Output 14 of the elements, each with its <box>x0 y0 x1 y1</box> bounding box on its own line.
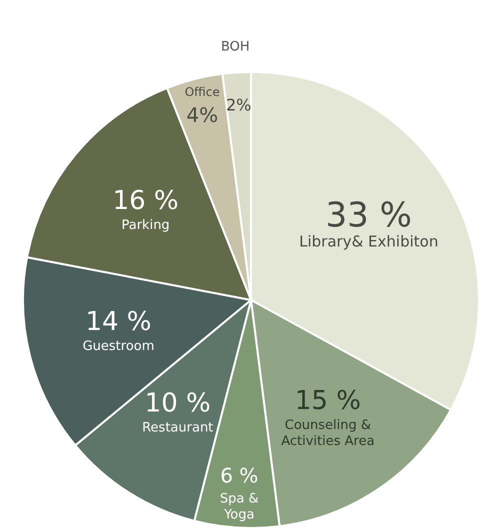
slice-label: Counseling & Activities Area <box>281 418 375 450</box>
data-label: 14 % <box>85 307 152 338</box>
slice-label: Restaurant <box>142 420 214 436</box>
slice-label: BOH <box>220 39 250 54</box>
data-label: 2% <box>226 95 252 114</box>
slice-label: Guestroom <box>82 339 154 354</box>
data-label: 10 % <box>144 388 211 419</box>
slice-label: Spa & Yoga <box>220 492 259 523</box>
data-label: 4% <box>186 103 218 128</box>
slice-label: Office <box>184 85 220 100</box>
data-label: 6 % <box>220 464 258 488</box>
slice-label: Parking <box>121 218 170 233</box>
data-label: 15 % <box>294 386 361 416</box>
data-label: 16 % <box>112 186 179 216</box>
